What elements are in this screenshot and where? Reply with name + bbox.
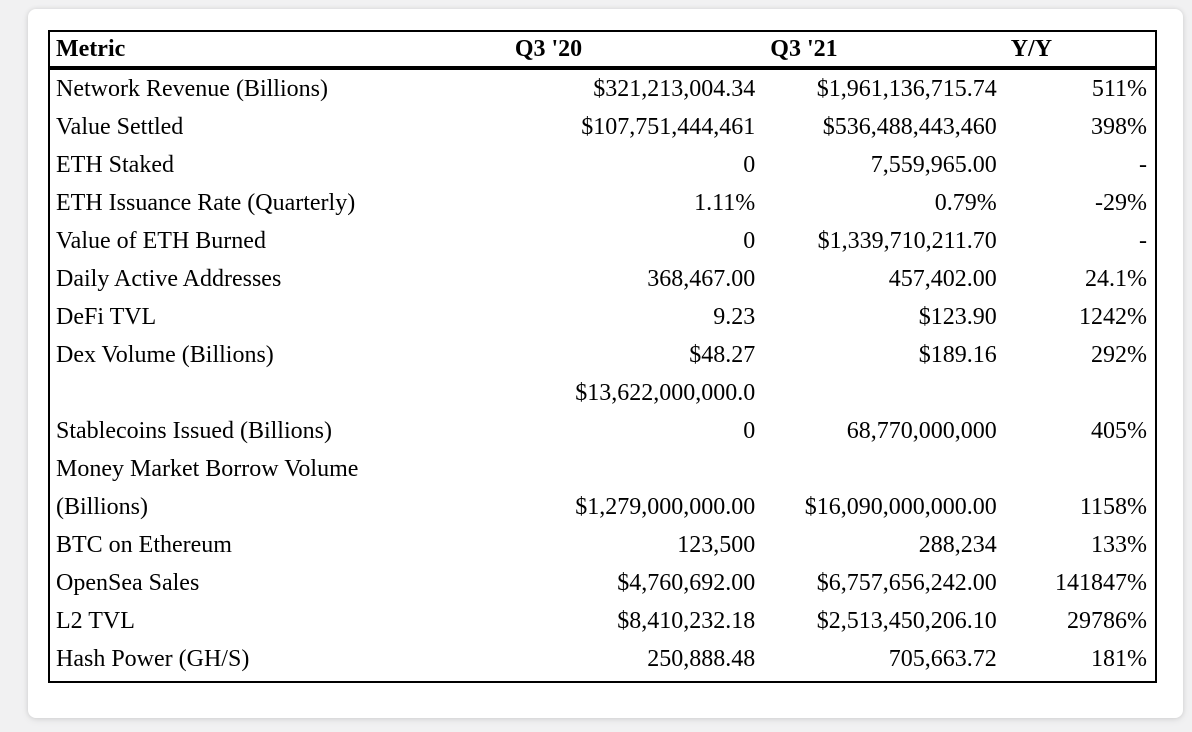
q3-21-cell: 705,663.72 [888, 646, 997, 672]
q3-21-cell: 68,770,000,000 [846, 418, 997, 444]
q3-20-cell: 368,467.00 [647, 266, 756, 292]
table-header: Metric Q3 '20 Q3 '21 Y/Y [49, 31, 1156, 70]
table-row: ETH Issuance Rate (Quarterly) 1.11% 0.79… [49, 184, 1156, 222]
yy-cell: 511% [1091, 76, 1147, 102]
q3-21-cell: $189.16 [918, 342, 997, 368]
table-body: Network Revenue (Billions) $321,213,004.… [49, 68, 1156, 682]
q3-20-cell: 123,500 [677, 532, 756, 558]
q3-20-cell: $1,279,000,000.00 [575, 494, 756, 520]
yy-cell: 1158% [1079, 494, 1147, 520]
metric-cell: OpenSea Sales [56, 570, 200, 596]
q3-21-cell: 457,402.00 [888, 266, 997, 292]
table-row: Hash Power (GH/S) 250,888.48 705,663.72 … [49, 640, 1156, 682]
q3-20-cell: $8,410,232.18 [617, 608, 756, 634]
table-row: L2 TVL $8,410,232.18 $2,513,450,206.10 2… [49, 602, 1156, 640]
yy-cell: - [1139, 228, 1147, 254]
metric-cell: ETH Issuance Rate (Quarterly) [56, 190, 356, 216]
q3-21-cell: $2,513,450,206.10 [816, 608, 997, 634]
q3-21-cell: $6,757,656,242.00 [816, 570, 997, 596]
metric-cell: Value Settled [56, 114, 184, 140]
q3-20-cell: 0 [743, 152, 756, 178]
column-header-yy: Y/Y [1005, 31, 1156, 70]
metric-cell: Money Market Borrow Volume (Billions) [56, 456, 359, 520]
yy-cell: 133% [1091, 532, 1147, 558]
table-row: Value of ETH Burned 0 $1,339,710,211.70 … [49, 222, 1156, 260]
yy-cell: 29786% [1067, 608, 1147, 634]
q3-21-cell: $1,961,136,715.74 [816, 76, 997, 102]
header-row: Metric Q3 '20 Q3 '21 Y/Y [49, 31, 1156, 70]
yy-cell: 292% [1091, 342, 1147, 368]
yy-cell: - [1139, 152, 1147, 178]
yy-cell: -29% [1095, 190, 1147, 216]
q3-20-cell: $48.27 [689, 342, 756, 368]
q3-21-cell: $123.90 [918, 304, 997, 330]
yy-cell: 398% [1091, 114, 1147, 140]
q3-21-cell: $1,339,710,211.70 [817, 228, 997, 254]
table-row: Stablecoins Issued (Billions) $13,622,00… [49, 374, 1156, 450]
table-row: BTC on Ethereum 123,500 288,234 133% [49, 526, 1156, 564]
column-header-q3-20: Q3 '20 [509, 31, 766, 70]
table-row: OpenSea Sales $4,760,692.00 $6,757,656,2… [49, 564, 1156, 602]
metric-cell: Dex Volume (Billions) [56, 342, 274, 368]
metric-cell: Network Revenue (Billions) [56, 76, 328, 102]
column-header-metric: Metric [49, 31, 510, 70]
metric-cell: Stablecoins Issued (Billions) [56, 418, 332, 444]
yy-cell: 24.1% [1085, 266, 1147, 292]
q3-20-cell: 9.23 [713, 304, 756, 330]
q3-20-cell: $4,760,692.00 [617, 570, 756, 596]
table-row: DeFi TVL 9.23 $123.90 1242% [49, 298, 1156, 336]
yy-cell: 405% [1091, 418, 1147, 444]
q3-20-cell: $13,622,000,000.0 0 [575, 380, 756, 444]
q3-21-cell: $536,488,443,460 [822, 114, 997, 140]
metric-cell: Daily Active Addresses [56, 266, 282, 292]
table-row: Dex Volume (Billions) $48.27 $189.16 292… [49, 336, 1156, 374]
q3-21-cell: 7,559,965.00 [870, 152, 997, 178]
metric-cell: L2 TVL [56, 608, 135, 634]
content-card: Metric Q3 '20 Q3 '21 Y/Y Network Revenue… [28, 9, 1183, 718]
q3-20-cell: $321,213,004.34 [593, 76, 756, 102]
table-row: Network Revenue (Billions) $321,213,004.… [49, 68, 1156, 108]
q3-20-cell: 1.11% [694, 190, 756, 216]
table-row: Value Settled $107,751,444,461 $536,488,… [49, 108, 1156, 146]
table-row: Money Market Borrow Volume (Billions) $1… [49, 450, 1156, 526]
metric-cell: DeFi TVL [56, 304, 157, 330]
q3-20-cell: 250,888.48 [647, 646, 756, 672]
yy-cell: 181% [1091, 646, 1147, 672]
metric-cell: ETH Staked [56, 152, 174, 178]
q3-21-cell: $16,090,000,000.00 [804, 494, 997, 520]
metric-cell: Value of ETH Burned [56, 228, 266, 254]
yy-cell: 141847% [1055, 570, 1147, 596]
q3-21-cell: 288,234 [918, 532, 997, 558]
table-row: Daily Active Addresses 368,467.00 457,40… [49, 260, 1156, 298]
metrics-table: Metric Q3 '20 Q3 '21 Y/Y Network Revenue… [48, 30, 1157, 683]
column-header-q3-21: Q3 '21 [765, 31, 1006, 70]
q3-20-cell: $107,751,444,461 [581, 114, 756, 140]
yy-cell: 1242% [1079, 304, 1147, 330]
metric-cell: BTC on Ethereum [56, 532, 232, 558]
q3-20-cell: 0 [743, 228, 756, 254]
q3-21-cell: 0.79% [934, 190, 997, 216]
metric-cell: Hash Power (GH/S) [56, 646, 250, 672]
table-row: ETH Staked 0 7,559,965.00 - [49, 146, 1156, 184]
